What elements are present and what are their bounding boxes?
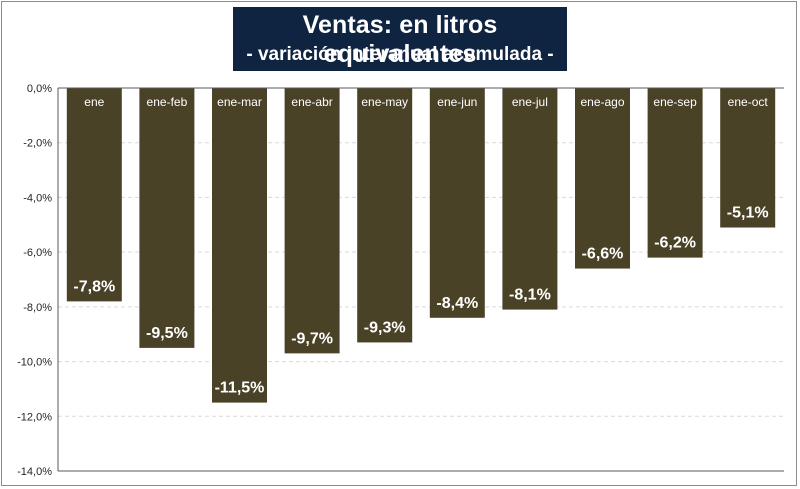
bar <box>429 88 485 318</box>
category-label: ene-feb <box>147 95 188 109</box>
chart-subtitle: - variación interanual acumulada - <box>246 44 554 65</box>
y-tick-label: -14,0% <box>17 466 52 478</box>
bar <box>502 88 558 310</box>
data-label: -9,3% <box>364 319 406 336</box>
y-tick-label: 0,0% <box>27 83 52 95</box>
bar <box>575 88 630 269</box>
bar <box>284 88 340 354</box>
y-tick-label: -2,0% <box>23 138 52 150</box>
category-label: ene-may <box>361 95 408 109</box>
bar <box>212 88 267 403</box>
data-label: -8,4% <box>436 295 478 312</box>
category-label: ene-sep <box>653 95 697 109</box>
data-label: -6,6% <box>582 246 624 263</box>
chart-title-box: Ventas: en litros equivalentes - variaci… <box>233 7 567 71</box>
category-label: ene-oct <box>728 95 769 109</box>
bar <box>66 88 122 302</box>
category-label: ene-abr <box>291 95 332 109</box>
bar <box>139 88 195 348</box>
bar <box>357 88 413 343</box>
category-label: ene <box>84 95 104 109</box>
category-label: ene-mar <box>217 95 262 109</box>
y-tick-label: -6,0% <box>23 247 52 259</box>
bar <box>647 88 703 258</box>
category-label: ene-jun <box>437 95 477 109</box>
y-tick-label: -8,0% <box>23 302 52 314</box>
data-label: -9,5% <box>146 325 188 342</box>
y-tick-label: -10,0% <box>17 357 52 369</box>
chart-title: Ventas: en litros equivalentes <box>302 11 498 68</box>
data-label: -11,5% <box>215 380 265 397</box>
y-tick-label: -12,0% <box>17 411 52 423</box>
data-label: -5,1% <box>727 205 769 222</box>
data-label: -6,2% <box>654 235 696 252</box>
data-label: -9,7% <box>291 330 333 347</box>
data-label: -7,8% <box>73 278 115 295</box>
data-label: -8,1% <box>509 287 551 304</box>
category-label: ene-jul <box>512 95 548 109</box>
category-label: ene-ago <box>580 95 624 109</box>
y-tick-label: -4,0% <box>23 192 52 204</box>
bar <box>720 88 776 228</box>
